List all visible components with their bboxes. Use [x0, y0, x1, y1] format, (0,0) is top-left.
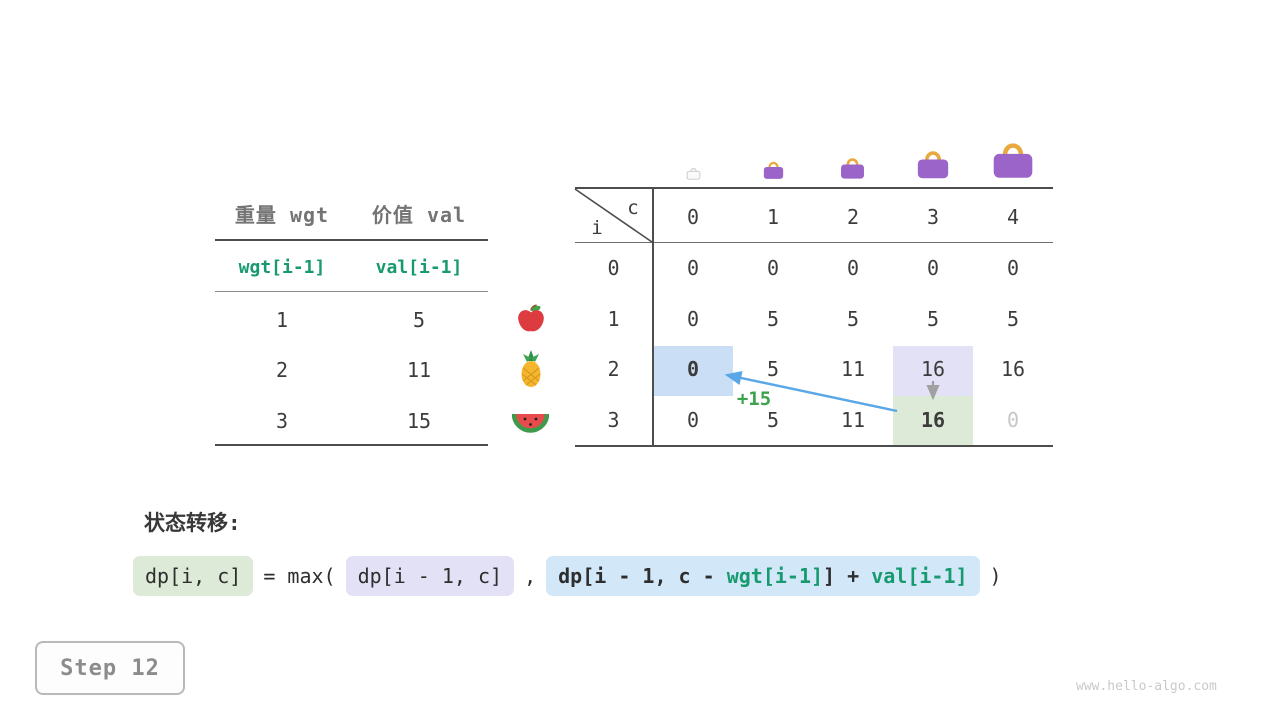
items-formula-wgt: wgt[i-1]: [238, 257, 326, 278]
bag-large-icon: [917, 151, 949, 179]
dp-cell-3-0: 0: [686, 408, 700, 432]
dp-cell-0-3: 0: [926, 256, 940, 280]
items-col-header-val: 价值 val: [371, 203, 467, 227]
dp-table-line-top: [575, 187, 1053, 189]
dp-table-line-vertical: [652, 187, 654, 447]
dp-cell-2-4: 16: [1000, 357, 1026, 381]
items-table-line-mid: [215, 291, 488, 292]
transition-title: 状态转移:: [144, 511, 241, 535]
watermelon-icon: [512, 413, 549, 433]
formula-term2-part1: dp[i - 1, c -: [558, 564, 727, 588]
dp-cell-0-4: 0: [1006, 256, 1020, 280]
dp-row-header-2: 2: [607, 357, 620, 381]
dp-col-header-3: 3: [926, 205, 940, 229]
dp-cell-0-1: 0: [766, 256, 780, 280]
dp-cell-2-0: 0: [686, 357, 700, 381]
bag-small-icon: [763, 161, 784, 179]
formula-term2-part2: ] +: [823, 564, 872, 588]
dp-table-line-bottom: [575, 445, 1053, 447]
item-row-2-wgt: 2: [275, 358, 289, 382]
step-badge-label: Step 12: [60, 655, 160, 681]
item-row-3-wgt: 3: [275, 409, 289, 433]
dp-cell-1-3: 5: [926, 307, 940, 331]
apple-icon: [518, 304, 544, 332]
dp-table-line-header: [575, 242, 1053, 243]
formula-term2-wgt: wgt[i-1]: [726, 564, 824, 588]
plus-value-annotation: +15: [736, 388, 772, 410]
dp-cell-2-2: 11: [840, 357, 866, 381]
items-formula-val: val[i-1]: [375, 257, 463, 278]
bag-empty-icon: [686, 167, 701, 180]
dp-col-header-2: 2: [846, 205, 860, 229]
dp-cell-1-1: 5: [766, 307, 780, 331]
items-table-line-bottom: [215, 444, 488, 446]
dp-cell-1-2: 5: [846, 307, 860, 331]
dp-corner-col-var: c: [627, 197, 639, 219]
bag-xlarge-icon: [993, 143, 1033, 178]
formula-term2-box: dp[i - 1, c - wgt[i-1]] + val[i-1]: [546, 556, 980, 596]
dp-cell-3-1: 5: [766, 408, 780, 432]
dp-cell-3-4: 0: [1006, 408, 1020, 432]
dp-cell-0-0: 0: [686, 256, 700, 280]
dp-row-header-3: 3: [607, 408, 620, 432]
item-row-3-val: 15: [406, 409, 432, 433]
dp-col-header-4: 4: [1006, 205, 1020, 229]
formula-close-paren: ): [989, 564, 1002, 588]
dp-highlight-source-cell: [653, 346, 733, 396]
step-badge: Step 12: [35, 641, 185, 695]
dp-cell-2-3: 16: [920, 357, 946, 381]
dp-row-header-0: 0: [607, 256, 620, 280]
dp-row-header-1: 1: [607, 307, 620, 331]
watermark: www.hello-algo.com: [1076, 679, 1217, 694]
items-col-header-wgt: 重量 wgt: [234, 203, 330, 227]
items-table-line-top: [215, 239, 488, 241]
item-row-1-wgt: 1: [275, 308, 289, 332]
dp-highlight-current-cell: [893, 396, 973, 445]
bag-medium-icon: [841, 158, 864, 179]
dp-col-header-0: 0: [686, 205, 700, 229]
dp-cell-3-2: 11: [840, 408, 866, 432]
dp-corner-row-var: i: [591, 217, 603, 239]
dp-cell-2-1: 5: [766, 357, 780, 381]
item-row-1-val: 5: [412, 308, 426, 332]
dp-cell-0-2: 0: [846, 256, 860, 280]
formula-term2-val: val[i-1]: [871, 564, 968, 588]
formula-operator: = max(: [263, 564, 336, 588]
dp-cell-3-3: 16: [920, 408, 946, 432]
formula-lhs-box: dp[i, c]: [133, 556, 254, 596]
dp-cell-1-4: 5: [1006, 307, 1020, 331]
dp-cell-1-0: 0: [686, 307, 700, 331]
pineapple-icon: [521, 350, 541, 387]
transition-formula: dp[i, c] = max( dp[i - 1, c] , dp[i - 1,…: [133, 556, 1002, 596]
formula-term1-box: dp[i - 1, c]: [345, 556, 515, 596]
item-row-2-val: 11: [406, 358, 432, 382]
dp-col-header-1: 1: [766, 205, 780, 229]
formula-separator: ,: [524, 564, 537, 588]
